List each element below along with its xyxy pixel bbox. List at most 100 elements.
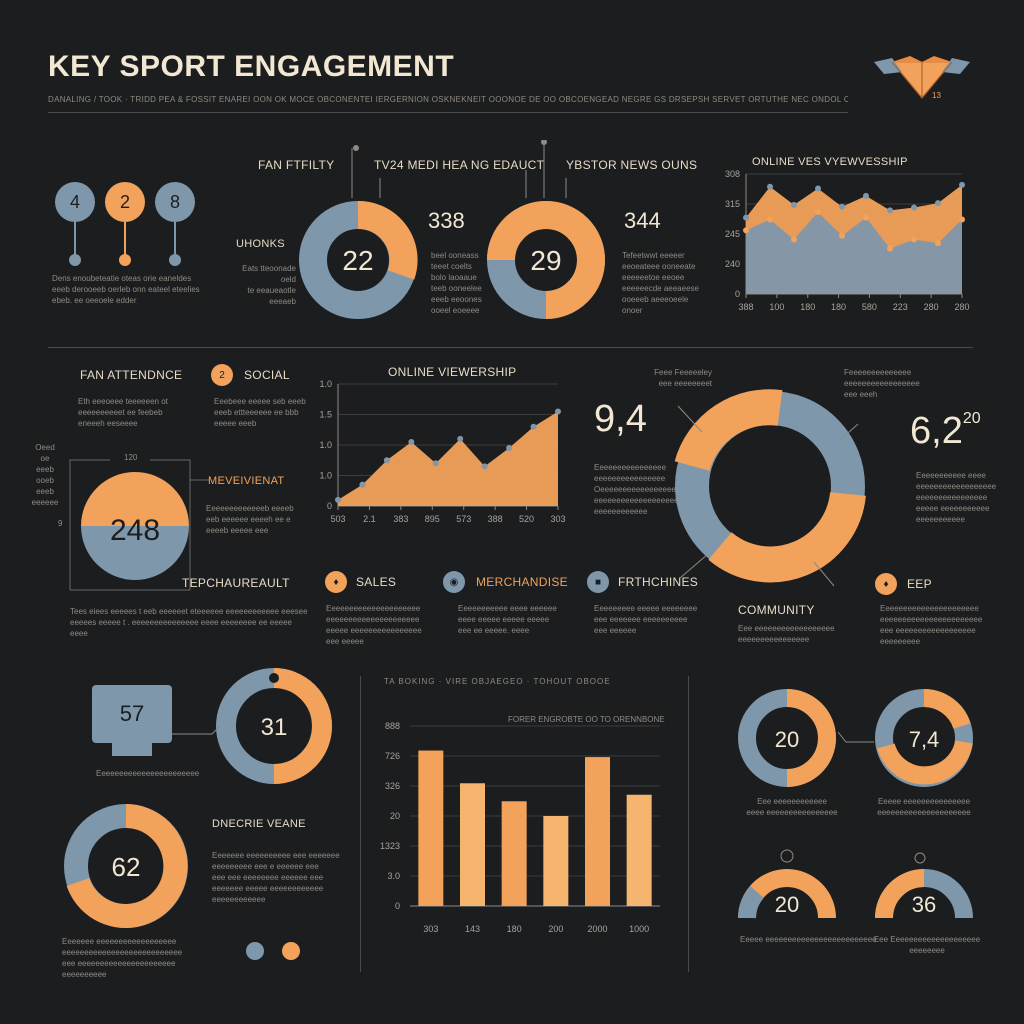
bottom-mid-caption: Tees eiees eeeees t eeb eeeeeet eteeeeee… bbox=[70, 607, 308, 638]
data-point bbox=[863, 192, 869, 199]
data-point bbox=[743, 214, 749, 221]
area-series-1 bbox=[746, 212, 962, 294]
x-tick-label: 280 bbox=[924, 302, 939, 312]
x-tick-label: 2.1 bbox=[363, 514, 376, 524]
y-tick-label: 20 bbox=[390, 811, 400, 821]
legend-dot-orange bbox=[282, 942, 300, 960]
sales-caption: Eeeeeeeeeeeeeeeeeeeee eeeeeeeeeeeeeeeeeee… bbox=[326, 604, 422, 646]
mid-area-chart: 1.0 1.5 1.0 1.0 0 503 2.1 383 895 573 388 520 303 bbox=[319, 379, 565, 524]
label-fanfity: FAN FTFILTY bbox=[258, 158, 335, 172]
mid-area-title: ONLINE VIEWERSHIP bbox=[388, 365, 517, 379]
donut-22-slice bbox=[357, 200, 418, 280]
page-title: KEY SPORT ENGAGEMENT bbox=[48, 50, 455, 83]
data-point bbox=[911, 204, 917, 211]
y-tick-label: 245 bbox=[725, 229, 740, 239]
data-point bbox=[815, 209, 821, 216]
big-right-caption: Eeeeeeeeeee eeee eeeeeeeeeeeeeeeeee eeeeee… bbox=[916, 471, 997, 524]
donut-20a-value: 20 bbox=[775, 727, 799, 752]
data-point bbox=[791, 236, 797, 243]
gauge-20: 20 bbox=[738, 849, 836, 919]
label-sales: SALES bbox=[356, 575, 397, 589]
donut-connector bbox=[838, 731, 874, 743]
label-tephchaueealt: TEPCHAUREAULT bbox=[182, 576, 290, 590]
caption-338: beel ooneass teeet coelts bolo laoaaue tee… bbox=[431, 251, 482, 315]
engine-caption: Eeeeeee eeeeeeeeee eee eeeeeee eeeeeeeee … bbox=[212, 851, 340, 904]
label-fan-attendance: FAN ATTENDNCE bbox=[80, 368, 183, 382]
area-series-0 bbox=[338, 411, 558, 506]
y-tick-label: 1323 bbox=[380, 841, 400, 851]
top-connectors bbox=[351, 140, 567, 198]
bar-category-label: 1000 bbox=[629, 924, 649, 934]
gauge-36-value: 36 bbox=[912, 892, 936, 917]
data-point bbox=[335, 496, 341, 503]
data-point bbox=[359, 481, 366, 488]
donut-31-slice bbox=[273, 668, 332, 784]
donut-20a: 20 bbox=[738, 689, 836, 787]
esp-caption: Eeeeeeeeeeeeeeeeeeeeee eeeeeeeeeeeeeeeeee… bbox=[880, 604, 983, 646]
fan-attendance-frame bbox=[69, 459, 210, 591]
donut-74-slice-bottom bbox=[877, 740, 973, 785]
donut-31: 31 bbox=[216, 668, 332, 784]
stat-box: 57 bbox=[92, 685, 172, 743]
stat-dot-stems bbox=[69, 222, 181, 266]
y-tick-label: 726 bbox=[385, 751, 400, 761]
fan-attendance-value: 248 bbox=[110, 514, 160, 547]
logo-icon: 18 13 bbox=[874, 56, 970, 100]
bar-category-label: 200 bbox=[548, 924, 563, 934]
community-caption: Eee eeeeeeeeeeeeeeeeee eeeeeeeeeeeeeeee bbox=[738, 624, 835, 644]
donut-62-value: 62 bbox=[112, 852, 141, 882]
fan-left-marker: 9 bbox=[58, 519, 63, 528]
data-point bbox=[959, 216, 965, 223]
x-tick-label: 223 bbox=[893, 302, 908, 312]
y-tick-label: 1.0 bbox=[319, 440, 332, 450]
donut-74-value: 7,4 bbox=[909, 727, 940, 752]
stat-dot-3: 8 bbox=[155, 182, 195, 222]
esp-icon: ♦ bbox=[875, 573, 897, 595]
bottom-divider-left bbox=[360, 676, 361, 972]
y-tick-label: 3.0 bbox=[387, 871, 400, 881]
donut-29-value: 29 bbox=[530, 245, 561, 276]
data-point bbox=[863, 214, 869, 221]
value-344: 344 bbox=[624, 208, 661, 233]
data-point bbox=[791, 201, 797, 208]
big-left-caption-top: Feee Feeeeeley eee eeeeeeeet bbox=[654, 368, 712, 388]
x-tick-label: 100 bbox=[769, 302, 784, 312]
page-subtitle: DANALING / TOOK · TRIDD PEA & FOSSIT ENA… bbox=[48, 95, 848, 104]
label-franchises: FRTHCHINES bbox=[618, 575, 699, 589]
merchandise-caption: Eeeeeeeeeee eeee eeeeee eeee eeeee eeeee … bbox=[458, 604, 557, 635]
fan-bar-tag: 120 bbox=[124, 453, 138, 462]
data-point bbox=[481, 463, 488, 470]
stat-dot-1: 4 bbox=[55, 182, 95, 222]
uhonks-caption: Eats tteoonade oeld te eeaueaotle eeeaeb bbox=[242, 264, 296, 306]
x-tick-label: 573 bbox=[456, 514, 471, 524]
data-point bbox=[743, 227, 749, 234]
data-point bbox=[959, 181, 965, 188]
donut-74: 7,4 bbox=[875, 689, 973, 787]
bar bbox=[626, 794, 652, 906]
data-point bbox=[767, 183, 773, 190]
data-point bbox=[935, 200, 941, 207]
y-tick-label: 0 bbox=[327, 501, 332, 511]
donut-62: 62 bbox=[64, 804, 188, 928]
donut-29-slice bbox=[545, 201, 605, 319]
x-tick-label: 895 bbox=[425, 514, 440, 524]
big-ring-chart bbox=[674, 389, 866, 587]
y-tick-label: 0 bbox=[395, 901, 400, 911]
meveirenat-caption: Eeeeeeeeeeeeeb eeeeb eeb eeeeee eeeeh ee … bbox=[206, 504, 294, 535]
data-point bbox=[911, 236, 917, 243]
stat-dot-2: 2 bbox=[105, 182, 145, 222]
left-tag: Oeed oe eeeb ooeb eeeb eeeeee bbox=[31, 443, 59, 507]
bar bbox=[585, 757, 610, 906]
fan-attendance-half-circle: 248 bbox=[81, 472, 189, 580]
logo-text-right: 13 bbox=[932, 91, 941, 100]
y-tick-label: 1.0 bbox=[319, 379, 332, 389]
gauge-36-caption: Eee Eeeeeeeeeeeeeeeeeeee eeeeeeee bbox=[873, 935, 981, 955]
donut-22: 22 bbox=[299, 200, 418, 319]
data-point bbox=[839, 232, 845, 239]
bar bbox=[501, 801, 527, 906]
y-tick-label: 315 bbox=[725, 199, 740, 209]
donut-29: 29 bbox=[487, 201, 605, 319]
data-point bbox=[530, 423, 537, 430]
x-tick-label: 180 bbox=[800, 302, 815, 312]
x-tick-label: 520 bbox=[519, 514, 534, 524]
